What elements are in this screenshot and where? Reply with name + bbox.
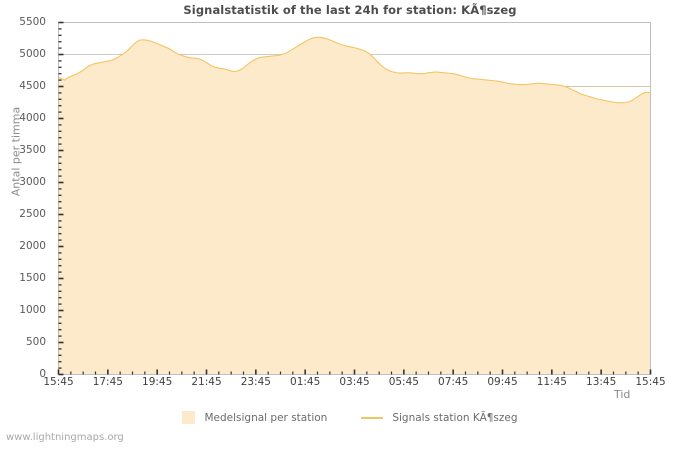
legend-area-swatch-icon bbox=[182, 411, 196, 424]
y-tick-label: 4000 bbox=[19, 112, 46, 124]
y-tick-label: 2000 bbox=[19, 240, 46, 252]
y-tick-label: 5500 bbox=[19, 16, 46, 28]
y-tick-label: 500 bbox=[25, 336, 46, 348]
legend-item-line[interactable]: Signals station KÃ¶szeg bbox=[361, 411, 518, 424]
chart-legend: Medelsignal per station Signals station … bbox=[0, 411, 700, 424]
x-tick-label: 01:45 bbox=[290, 376, 321, 388]
x-tick-label: 17:45 bbox=[92, 376, 123, 388]
x-tick-label: 15:45 bbox=[635, 376, 666, 388]
y-tick-label: 1000 bbox=[19, 304, 46, 316]
tick-marks-group bbox=[57, 21, 652, 376]
legend-item-label: Medelsignal per station bbox=[204, 411, 328, 424]
x-tick-label: 03:45 bbox=[339, 376, 370, 388]
legend-line-swatch-icon bbox=[361, 416, 384, 419]
x-tick-label: 07:45 bbox=[438, 376, 469, 388]
x-axis-title: Tid bbox=[614, 388, 631, 401]
x-tick-label: 23:45 bbox=[240, 376, 271, 388]
y-tick-label: 5000 bbox=[19, 48, 46, 60]
x-tick-label: 11:45 bbox=[536, 376, 567, 388]
x-tick-label: 05:45 bbox=[388, 376, 419, 388]
x-tick-label: 13:45 bbox=[586, 376, 617, 388]
series-group bbox=[58, 36, 651, 375]
area-fill bbox=[58, 37, 651, 375]
x-tick-label: 21:45 bbox=[191, 376, 222, 388]
y-tick-label: 0 bbox=[39, 368, 46, 380]
legend-item-area[interactable]: Medelsignal per station bbox=[182, 411, 327, 424]
y-tick-label: 4500 bbox=[19, 80, 46, 92]
y-tick-label: 3500 bbox=[19, 144, 46, 156]
chart-title: Signalstatistik of the last 24h for stat… bbox=[183, 3, 517, 17]
y-axis-title: Antal per timma bbox=[9, 106, 23, 197]
x-tick-label: 09:45 bbox=[487, 376, 518, 388]
source-watermark: www.lightningmaps.org bbox=[6, 432, 124, 443]
y-tick-label: 2500 bbox=[19, 208, 46, 220]
series-line bbox=[58, 36, 651, 104]
y-tick-label: 3000 bbox=[19, 176, 46, 188]
x-tick-label: 15:45 bbox=[43, 376, 74, 388]
y-tick-label: 1500 bbox=[19, 272, 46, 284]
x-tick-label: 19:45 bbox=[142, 376, 173, 388]
legend-item-label: Signals station KÃ¶szeg bbox=[392, 411, 518, 424]
